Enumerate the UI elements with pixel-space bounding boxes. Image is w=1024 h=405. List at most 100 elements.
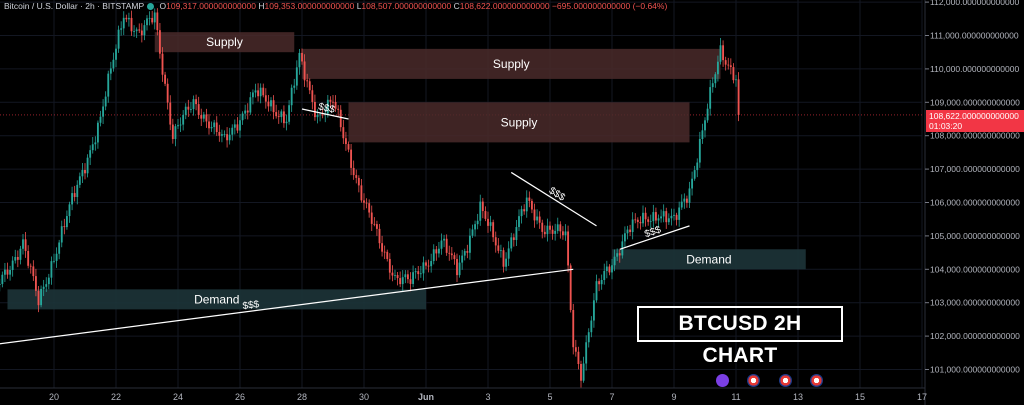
candle-body[interactable]	[572, 310, 575, 348]
candle-body[interactable]	[301, 52, 303, 62]
candle-body[interactable]	[399, 278, 402, 285]
candle-body[interactable]	[381, 243, 384, 252]
candle-body[interactable]	[259, 87, 262, 97]
candle-body[interactable]	[536, 216, 539, 221]
candle-body[interactable]	[316, 114, 319, 118]
candle-body[interactable]	[569, 265, 572, 311]
candle-body[interactable]	[616, 253, 619, 257]
candle-body[interactable]	[117, 29, 120, 49]
candle-body[interactable]	[481, 201, 484, 212]
candle-body[interactable]	[611, 265, 613, 273]
candle-body[interactable]	[716, 61, 719, 75]
candle-body[interactable]	[404, 274, 407, 278]
candle-body[interactable]	[195, 99, 198, 105]
candle-body[interactable]	[386, 251, 389, 259]
candle-body[interactable]	[391, 272, 394, 276]
candle-body[interactable]	[63, 226, 66, 228]
candle-body[interactable]	[484, 211, 487, 219]
candle-body[interactable]	[714, 74, 717, 84]
candle-body[interactable]	[631, 219, 634, 233]
candle-body[interactable]	[634, 219, 637, 221]
candle-body[interactable]	[140, 30, 143, 36]
candle-body[interactable]	[357, 177, 360, 186]
candle-body[interactable]	[479, 201, 482, 221]
candle-body[interactable]	[267, 101, 270, 107]
candle-body[interactable]	[629, 229, 632, 233]
candle-body[interactable]	[208, 121, 210, 129]
candle-body[interactable]	[623, 233, 626, 242]
candle-body[interactable]	[425, 262, 427, 266]
candle-body[interactable]	[197, 104, 200, 116]
candle-body[interactable]	[660, 216, 663, 219]
candle-body[interactable]	[538, 216, 541, 223]
candle-body[interactable]	[670, 215, 673, 219]
candle-body[interactable]	[138, 29, 141, 31]
candle-body[interactable]	[603, 271, 606, 280]
candle-body[interactable]	[401, 277, 404, 285]
candle-body[interactable]	[68, 204, 71, 217]
candle-body[interactable]	[350, 149, 353, 168]
candle-body[interactable]	[406, 274, 409, 280]
candle-body[interactable]	[419, 273, 422, 275]
candle-body[interactable]	[264, 95, 267, 102]
candle-body[interactable]	[709, 87, 712, 109]
candle-body[interactable]	[236, 124, 239, 131]
candle-body[interactable]	[520, 209, 523, 217]
candle-body[interactable]	[311, 90, 314, 102]
candle-body[interactable]	[688, 188, 691, 203]
candle-body[interactable]	[499, 250, 502, 252]
candle-body[interactable]	[546, 225, 549, 235]
candle-body[interactable]	[53, 260, 55, 262]
candle-body[interactable]	[251, 92, 254, 98]
candle-body[interactable]	[334, 101, 337, 109]
candle-body[interactable]	[691, 178, 694, 189]
candle-body[interactable]	[466, 251, 469, 253]
candle-body[interactable]	[86, 157, 89, 174]
candle-body[interactable]	[319, 114, 322, 116]
candle-body[interactable]	[257, 90, 260, 97]
candle-body[interactable]	[96, 122, 99, 143]
candle-body[interactable]	[613, 256, 616, 266]
candle-body[interactable]	[456, 259, 458, 276]
candle-body[interactable]	[647, 219, 650, 222]
candle-body[interactable]	[282, 111, 285, 124]
candle-body[interactable]	[32, 266, 35, 277]
candle-body[interactable]	[293, 85, 296, 88]
candle-body[interactable]	[158, 30, 161, 54]
candle-body[interactable]	[355, 175, 358, 178]
candle-body[interactable]	[587, 332, 590, 343]
candle-body[interactable]	[151, 17, 154, 23]
candle-body[interactable]	[732, 67, 735, 81]
candle-body[interactable]	[394, 275, 396, 276]
candle-body[interactable]	[166, 83, 169, 103]
candle-body[interactable]	[430, 261, 433, 267]
candle-body[interactable]	[205, 114, 208, 122]
candle-body[interactable]	[295, 67, 298, 86]
candle-body[interactable]	[288, 105, 291, 122]
candle-body[interactable]	[174, 126, 177, 140]
us-flag-icon[interactable]	[810, 374, 824, 388]
candle-body[interactable]	[724, 60, 727, 65]
candle-body[interactable]	[29, 265, 32, 267]
candle-body[interactable]	[373, 223, 376, 225]
candle-body[interactable]	[104, 96, 107, 107]
candle-body[interactable]	[729, 65, 732, 68]
candle-body[interactable]	[368, 203, 371, 213]
candle-body[interactable]	[512, 237, 515, 240]
candles-layer[interactable]	[0, 8, 740, 388]
candle-body[interactable]	[115, 48, 117, 60]
candle-body[interactable]	[507, 248, 510, 259]
candle-body[interactable]	[254, 90, 257, 93]
candle-body[interactable]	[81, 169, 84, 177]
candle-body[interactable]	[189, 109, 192, 110]
candle-body[interactable]	[585, 342, 588, 364]
candle-body[interactable]	[58, 242, 61, 254]
candle-body[interactable]	[561, 231, 564, 236]
candle-body[interactable]	[577, 351, 580, 364]
candle-body[interactable]	[352, 167, 355, 176]
candle-body[interactable]	[642, 212, 644, 224]
candle-body[interactable]	[409, 279, 412, 284]
candle-body[interactable]	[342, 127, 345, 139]
candle-body[interactable]	[109, 68, 112, 74]
candle-body[interactable]	[618, 253, 621, 256]
